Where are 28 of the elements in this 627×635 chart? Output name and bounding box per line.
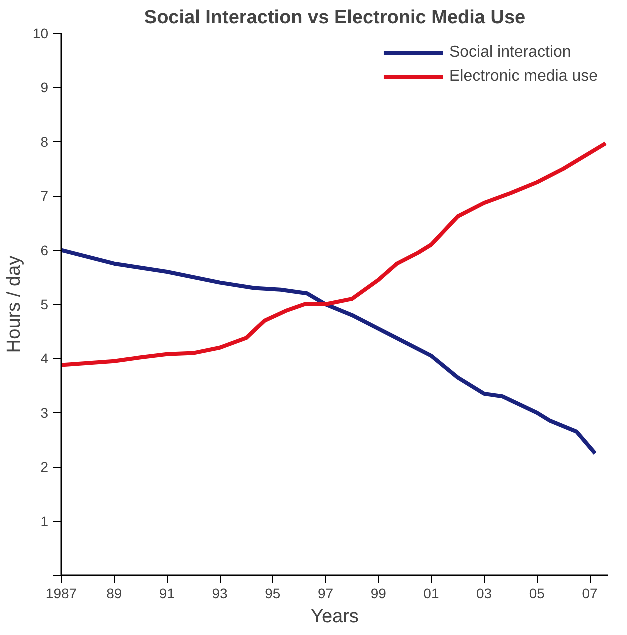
x-tick-label: 1987 — [46, 586, 78, 602]
y-tick-label: 1 — [40, 513, 49, 530]
x-tick-label: 93 — [212, 586, 228, 602]
y-tick-label: 6 — [40, 242, 49, 258]
x-tick-label: 05 — [529, 586, 546, 602]
x-tick-label: 97 — [318, 586, 334, 602]
x-axis-title: Years — [311, 606, 359, 628]
x-tick-label: 99 — [370, 586, 387, 602]
y-tick-label: 7 — [40, 188, 49, 204]
y-tick-label: 8 — [40, 134, 49, 150]
y-axis-title: Hours / day — [4, 255, 25, 354]
legend-label: Electronic media use — [449, 68, 598, 86]
line-series — [62, 142, 608, 368]
x-tick-label: 01 — [424, 586, 440, 602]
legend-label: Social interaction — [449, 44, 572, 62]
y-tick-label: 9 — [40, 80, 49, 96]
x-tick-label: 07 — [582, 586, 598, 602]
x-tick-label: 95 — [265, 586, 281, 602]
x-tick-label: 03 — [476, 586, 492, 602]
y-tick-label: 4 — [40, 350, 49, 367]
line-series — [62, 248, 598, 456]
y-tick-label: 5 — [40, 296, 49, 312]
y-tick-label: 10 — [32, 26, 49, 42]
x-tick-label: 91 — [159, 586, 176, 602]
chart-title: Social Interaction vs Electronic Media Use — [144, 8, 526, 28]
y-tick-label: 3 — [40, 404, 49, 421]
x-tick-label: 89 — [106, 586, 122, 602]
y-tick-label: 2 — [40, 459, 49, 476]
